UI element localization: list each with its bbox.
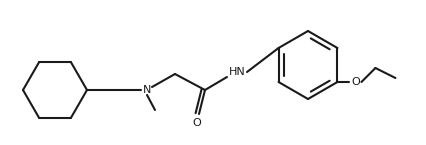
Text: O: O	[351, 77, 360, 87]
Text: N: N	[143, 85, 151, 95]
Text: O: O	[193, 118, 201, 128]
Text: HN: HN	[229, 67, 245, 77]
